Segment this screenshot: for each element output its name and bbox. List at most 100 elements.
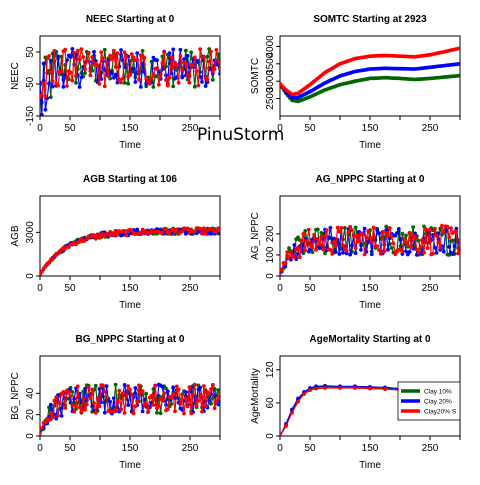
- data-point: [168, 76, 172, 80]
- data-point: [175, 63, 179, 67]
- data-point: [293, 256, 297, 260]
- data-point: [303, 248, 307, 252]
- data-point: [103, 48, 107, 52]
- data-point: [386, 234, 390, 238]
- data-point: [116, 51, 120, 55]
- series-3: [38, 383, 222, 438]
- panel-title: AG_NPPC Starting at 0: [316, 174, 425, 185]
- data-point: [368, 236, 372, 240]
- data-point: [155, 411, 159, 415]
- x-tick-label: 50: [64, 283, 76, 294]
- data-point: [141, 49, 145, 53]
- data-point: [74, 81, 78, 85]
- data-point: [426, 53, 430, 57]
- y-tick-label: 50: [25, 46, 36, 58]
- data-point: [320, 235, 324, 239]
- data-point: [157, 404, 161, 408]
- data-point: [377, 248, 381, 252]
- data-point: [379, 252, 383, 256]
- data-point: [211, 384, 215, 388]
- data-point: [451, 252, 455, 256]
- panel-3: AGB Starting at 1060 50 150 25003000TimeAGB: [10, 174, 222, 311]
- data-point: [348, 225, 352, 229]
- data-point: [180, 76, 184, 80]
- data-point: [51, 79, 55, 83]
- data-point: [144, 402, 148, 406]
- x-tick-label: 150: [362, 283, 379, 294]
- data-point: [381, 54, 385, 58]
- data-point: [359, 248, 363, 252]
- data-point: [90, 388, 94, 392]
- data-point: [168, 51, 172, 55]
- data-point: [130, 393, 134, 397]
- x-tick-label: 150: [362, 123, 379, 134]
- data-point: [94, 236, 98, 240]
- data-point: [447, 236, 451, 240]
- data-point: [56, 84, 60, 88]
- data-point: [49, 412, 53, 416]
- data-point: [80, 410, 84, 414]
- x-tick-label: 150: [122, 283, 139, 294]
- data-point: [123, 383, 127, 387]
- panel-title: AgeMortality Starting at 0: [309, 334, 431, 345]
- data-point: [213, 67, 217, 71]
- data-point: [85, 403, 89, 407]
- x-tick-label: 50: [64, 443, 76, 454]
- data-point: [314, 248, 318, 252]
- panel-title: SOMTC Starting at 2923: [313, 14, 427, 25]
- data-point: [307, 228, 311, 232]
- data-point: [202, 55, 206, 59]
- data-point: [296, 246, 300, 250]
- data-point: [282, 86, 286, 90]
- data-point: [105, 60, 109, 64]
- data-point: [186, 227, 190, 231]
- x-tick-label: 150: [122, 443, 139, 454]
- y-tick-label: 120: [265, 361, 276, 378]
- data-point: [141, 410, 145, 414]
- data-point: [49, 95, 53, 99]
- x-tick-label: 50: [304, 443, 316, 454]
- data-point: [83, 71, 87, 75]
- data-point: [347, 230, 351, 234]
- data-point: [207, 398, 211, 402]
- data-point: [135, 399, 139, 403]
- data-point: [180, 393, 184, 397]
- data-point: [357, 240, 361, 244]
- data-point: [119, 81, 123, 85]
- data-point: [126, 403, 130, 407]
- data-point: [96, 396, 100, 400]
- data-point: [69, 394, 73, 398]
- data-point: [363, 227, 367, 231]
- x-axis-label: Time: [119, 140, 141, 151]
- data-point: [323, 386, 327, 390]
- data-point: [132, 412, 136, 416]
- x-tick-label: 150: [362, 443, 379, 454]
- data-point: [365, 236, 369, 240]
- data-point: [98, 236, 102, 240]
- panel-1: NEEC Starting at 00 50 150 250-150-5050Time…: [10, 14, 222, 151]
- data-point: [411, 67, 415, 71]
- data-point: [121, 392, 125, 396]
- data-point: [92, 50, 96, 54]
- x-axis-label: Time: [359, 300, 381, 311]
- data-point: [80, 47, 84, 51]
- plot-area: [278, 46, 462, 103]
- data-point: [441, 50, 445, 54]
- x-tick-label: 250: [422, 443, 439, 454]
- data-point: [112, 49, 116, 53]
- data-point: [76, 384, 80, 388]
- data-point: [179, 54, 183, 58]
- data-point: [290, 411, 294, 415]
- data-point: [166, 84, 170, 88]
- data-point: [125, 55, 129, 59]
- data-point: [314, 387, 318, 391]
- data-point: [114, 65, 118, 69]
- data-point: [191, 393, 195, 397]
- data-point: [426, 66, 430, 70]
- data-point: [53, 49, 57, 53]
- data-point: [137, 384, 141, 388]
- data-point: [366, 67, 370, 71]
- data-point: [126, 384, 130, 388]
- data-point: [134, 80, 138, 84]
